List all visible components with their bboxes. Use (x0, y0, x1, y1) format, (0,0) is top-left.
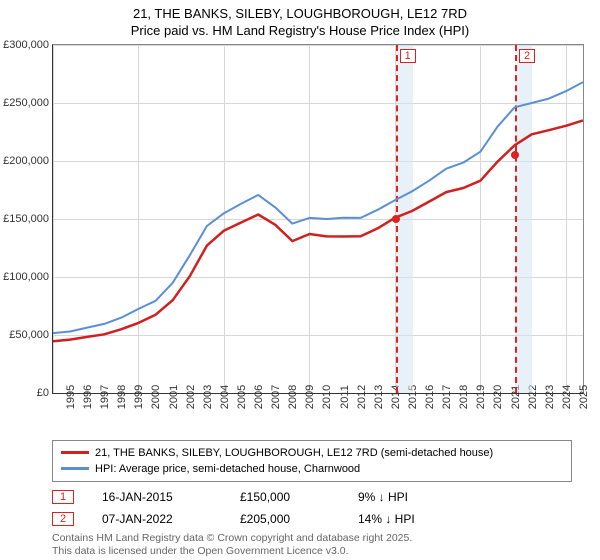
price-marker (511, 151, 519, 159)
y-tick-label: £100,000 (3, 271, 49, 283)
event-number: 1 (52, 490, 74, 504)
title-line1: 21, THE BANKS, SILEBY, LOUGHBOROUGH, LE1… (133, 6, 467, 21)
event-table: 1 16-JAN-2015 £150,000 9% ↓ HPI 2 07-JAN-2022… (52, 486, 572, 530)
chart-title: 21, THE BANKS, SILEBY, LOUGHBOROUGH, LE1… (0, 0, 600, 40)
event-row: 2 07-JAN-2022 £205,000 14% ↓ HPI (52, 508, 572, 530)
fineprint: Contains HM Land Registry data © Crown c… (52, 532, 572, 558)
price-chart: £0£50,000£100,000£150,000£200,000£250,00… (8, 44, 592, 434)
legend-item: HPI: Average price, semi-detached house,… (61, 461, 563, 477)
event-delta: 14% ↓ HPI (358, 512, 415, 526)
event-date: 16-JAN-2015 (102, 490, 212, 504)
legend-label: HPI: Average price, semi-detached house,… (95, 463, 360, 475)
legend-swatch (61, 467, 89, 470)
event-date: 07-JAN-2022 (102, 512, 212, 526)
legend-item: 21, THE BANKS, SILEBY, LOUGHBOROUGH, LE1… (61, 445, 563, 461)
legend-swatch (61, 451, 89, 454)
event-row: 1 16-JAN-2015 £150,000 9% ↓ HPI (52, 486, 572, 508)
y-tick-label: £250,000 (3, 97, 49, 109)
price-marker (392, 215, 400, 223)
event-badge: 2 (519, 49, 535, 63)
y-tick-label: £0 (37, 387, 49, 399)
event-delta: 9% ↓ HPI (358, 490, 408, 504)
y-tick-label: £200,000 (3, 155, 49, 167)
series-line (53, 120, 583, 341)
y-tick-label: £150,000 (3, 213, 49, 225)
legend: 21, THE BANKS, SILEBY, LOUGHBOROUGH, LE1… (52, 440, 572, 482)
y-tick-label: £300,000 (3, 39, 49, 51)
event-price: £150,000 (240, 490, 330, 504)
event-badge: 1 (400, 49, 416, 63)
title-line2: Price paid vs. HM Land Registry's House … (131, 23, 469, 38)
fineprint-line1: Contains HM Land Registry data © Crown c… (52, 532, 572, 545)
plot-area: £0£50,000£100,000£150,000£200,000£250,00… (52, 44, 584, 394)
y-tick-label: £50,000 (9, 329, 49, 341)
series-line (53, 82, 583, 333)
event-price: £205,000 (240, 512, 330, 526)
event-number: 2 (52, 512, 74, 526)
legend-label: 21, THE BANKS, SILEBY, LOUGHBOROUGH, LE1… (95, 447, 493, 459)
fineprint-line2: This data is licensed under the Open Gov… (52, 545, 572, 558)
chart-lines (53, 45, 583, 393)
